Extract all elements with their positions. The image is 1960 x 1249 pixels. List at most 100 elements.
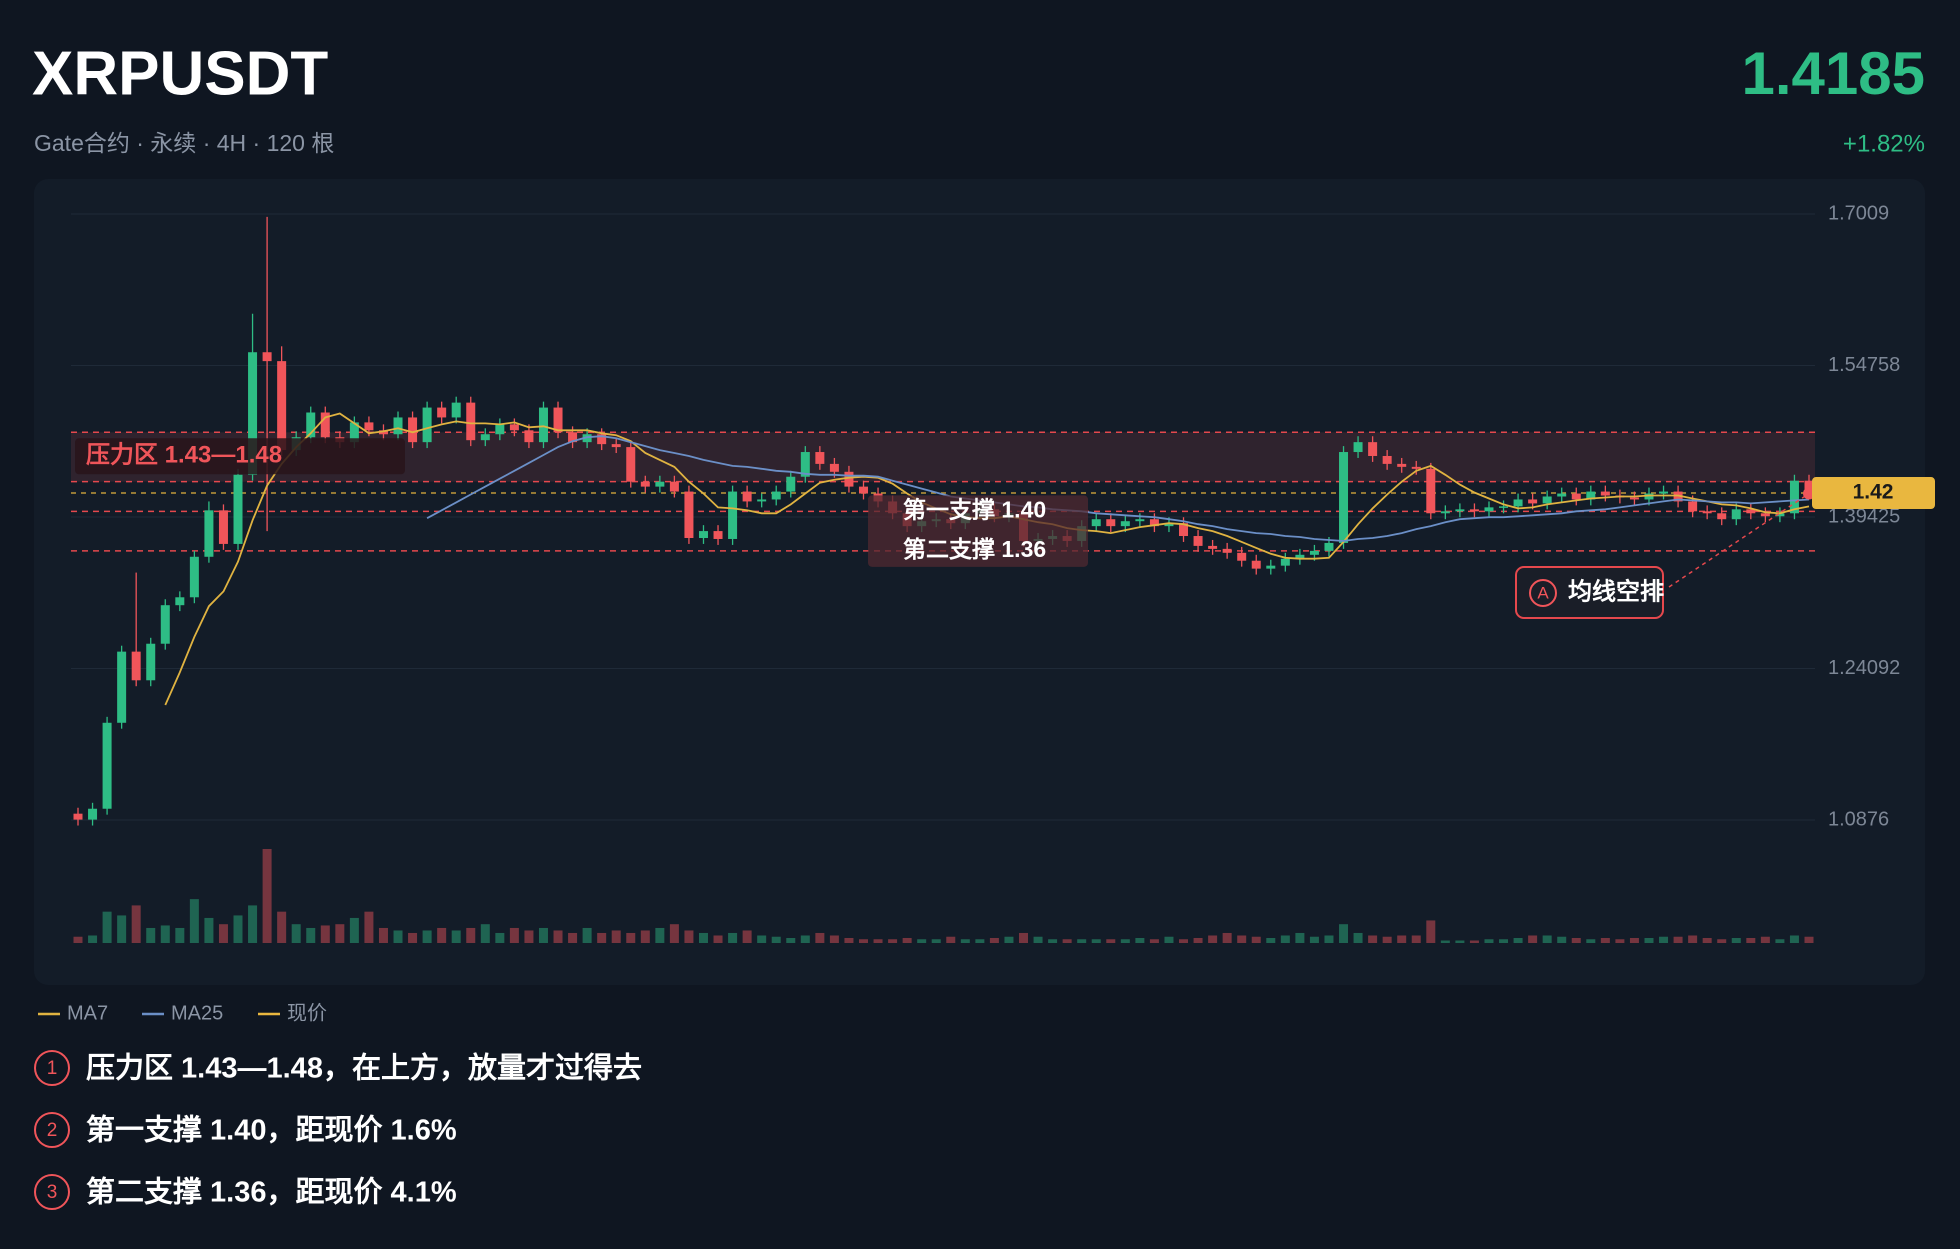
zone-label-box [75,438,405,475]
volume-bar [1251,936,1261,943]
candle-body [771,491,781,500]
annotation-label: 均线空排 [1568,577,1664,605]
candle-body [713,531,723,539]
candle-body [422,407,432,443]
candle-body [684,491,694,538]
note-marker: 3 [47,1182,58,1203]
volume-bar [582,927,592,943]
volume-bar [1106,939,1116,943]
candle-body [1135,519,1145,522]
note-marker-ring [34,1050,70,1086]
volume-bar [131,905,141,943]
candle-body [1731,509,1741,520]
volume-bar [786,937,796,943]
annotation-marker: A [1537,583,1549,602]
candle-body [640,481,650,487]
volume-bar [1659,936,1669,943]
volume-bar [538,927,548,943]
volume-bar [684,930,694,943]
candle-body [568,432,578,443]
volume-bar [1702,937,1712,943]
volume-bar [189,899,199,943]
candle-body [1251,560,1261,569]
volume-bar [262,849,272,943]
y-tick-label: 1.7009 [1828,202,1889,224]
volume-bar [1688,935,1698,943]
candle-body [1760,513,1770,517]
volume-bar [771,936,781,943]
candle-body [204,510,214,557]
candle-body [1237,552,1247,561]
candle-body [1411,466,1421,469]
volume-bar [1804,936,1814,943]
candle-body [1368,442,1378,456]
volume-bar [320,925,330,943]
candle-body [364,422,374,431]
volume-bar [873,939,883,943]
candle-body [1717,513,1727,520]
volume-bar [160,925,170,943]
y-tick-label: 1.24092 [1828,657,1900,679]
support-label: 第一支撑 1.40 [903,496,1046,522]
chart-panel [34,179,1925,985]
candle-body [160,605,170,644]
candle-body [466,402,476,441]
volume-bar [960,939,970,943]
volume-bar [102,911,112,943]
volume-bar [728,932,738,943]
candle-body [1775,513,1785,517]
volume-bar [1731,937,1741,943]
candle-body [1193,536,1203,546]
candle-body [1659,491,1669,494]
volume-bar [1280,935,1290,943]
candle-body [1309,550,1319,555]
candle-body [1149,519,1159,527]
candle-body [88,808,98,820]
volume-bar [931,939,941,943]
candle-body [1353,442,1363,453]
candle-body [1644,493,1654,500]
note-marker-ring [34,1112,70,1148]
volume-bar [1208,935,1218,943]
volume-bar [1571,937,1581,943]
candle-body [277,361,287,451]
candle-body [408,417,418,443]
candle-body [480,434,490,441]
volume-bar [1135,937,1145,943]
candle-body [495,424,505,435]
candle-body [131,651,141,681]
candle-body [669,481,679,492]
volume-bar [349,917,359,943]
volume-bar [495,932,505,943]
volume-bar [1164,936,1174,943]
volume-bar [757,935,767,943]
candle-body [146,643,156,681]
volume-bar [1062,939,1072,943]
candle-body [1106,519,1116,527]
candle-body [102,722,112,809]
volume-bar [1222,932,1232,943]
candle-body [538,407,548,443]
candle-body [1600,491,1610,496]
candle-body [1571,493,1581,500]
volume-bar [1615,939,1625,943]
candle-body [1339,452,1349,543]
candle-body [1397,463,1407,467]
candle-body [597,434,607,445]
volume-bar [1600,937,1610,943]
volume-bar [1455,940,1465,943]
volume-bar [568,932,578,943]
volume-bar [1193,937,1203,943]
volume-bar [844,937,854,943]
volume-bar [422,930,432,943]
candle-body [1382,455,1392,464]
volume-bar [1019,932,1029,943]
volume-bar [1469,940,1479,943]
candle-body [786,476,796,492]
volume-bar [1004,936,1014,943]
candle-body [829,463,839,472]
candle-body [509,424,519,431]
volume-bar [989,937,999,943]
candle-body [553,407,563,433]
candle-body [378,430,388,435]
